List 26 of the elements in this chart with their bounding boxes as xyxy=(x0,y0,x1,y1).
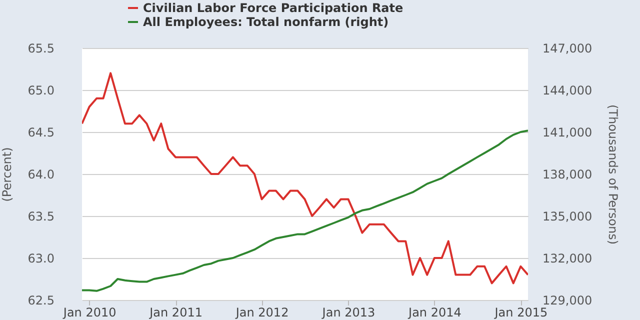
x-tick-label: Jan 2014 xyxy=(408,306,462,320)
legend-label: All Employees: Total nonfarm (right) xyxy=(143,15,389,29)
y2-tick-label: 138,000 xyxy=(542,168,592,182)
y-tick-label: 62.5 xyxy=(28,294,54,308)
line-series xyxy=(82,130,528,292)
x-tick-label: Jan 2013 xyxy=(321,306,376,320)
x-tick-label: Jan 2015 xyxy=(494,306,548,320)
x-tick-label: Jan 2012 xyxy=(234,306,289,320)
y2-tick-label: 132,000 xyxy=(542,252,592,266)
y-axis-title: (Percent) xyxy=(0,147,14,202)
y-tick-label: 63.0 xyxy=(28,252,54,266)
y-tick-label: 64.0 xyxy=(28,168,54,182)
x-tick-label: Jan 2010 xyxy=(62,306,116,320)
y2-tick-label: 144,000 xyxy=(542,84,592,98)
y-tick-label: 65.5 xyxy=(28,42,54,56)
y2-tick-label: 135,000 xyxy=(542,210,592,224)
line-series xyxy=(82,72,528,284)
y2-tick-label: 147,000 xyxy=(542,42,592,56)
legend-label: Civilian Labor Force Participation Rate xyxy=(143,1,404,15)
y2-tick-label: 129,000 xyxy=(542,294,592,308)
y2-tick-label: 141,000 xyxy=(542,126,592,140)
y-tick-label: 63.5 xyxy=(28,210,54,224)
y2-axis-title: (Thousands of Persons) xyxy=(606,104,620,245)
y-tick-label: 65.0 xyxy=(28,84,54,98)
y-tick-label: 64.5 xyxy=(28,126,54,140)
x-tick-label: Jan 2011 xyxy=(148,306,202,320)
